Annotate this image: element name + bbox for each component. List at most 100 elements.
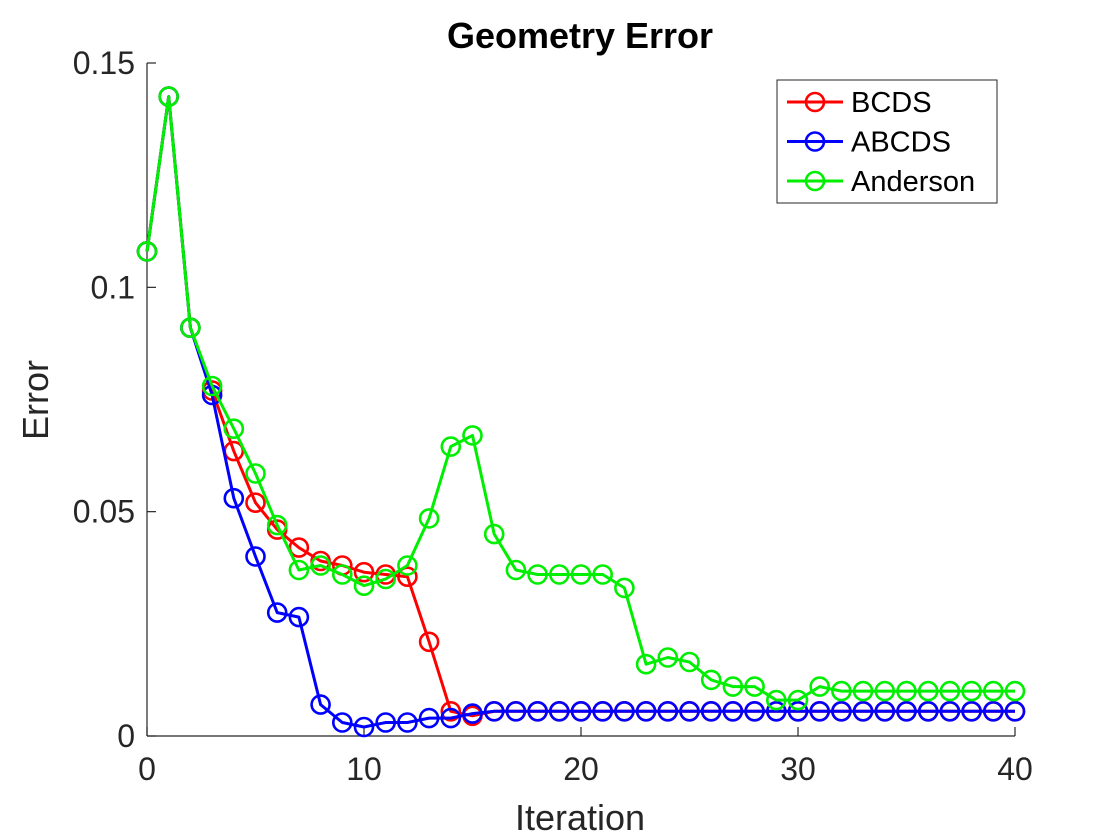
data-point	[418, 508, 440, 529]
data-point	[700, 669, 722, 691]
data-point	[614, 577, 635, 599]
data-point	[765, 700, 787, 722]
data-point	[288, 606, 310, 628]
chart-title: Geometry Error	[447, 15, 713, 56]
data-point	[397, 566, 418, 588]
legend-marker	[804, 131, 826, 152]
y-tick-label: 0.1	[91, 269, 135, 305]
data-point	[809, 700, 831, 722]
data-point	[592, 700, 614, 722]
data-point	[679, 700, 700, 722]
series-line	[145, 95, 1015, 702]
y-tick-label: 0.05	[73, 494, 135, 530]
data-point	[1004, 680, 1026, 702]
data-point	[505, 559, 527, 581]
data-point	[722, 700, 744, 722]
data-point	[245, 463, 266, 484]
data-point	[679, 651, 700, 673]
data-point	[787, 700, 809, 722]
data-point	[440, 436, 462, 457]
data-point	[266, 602, 288, 623]
x-tick-label: 40	[997, 751, 1033, 787]
data-point	[831, 680, 852, 702]
data-point	[896, 700, 917, 722]
data-point	[266, 514, 288, 536]
data-point	[874, 680, 896, 702]
data-point	[397, 555, 418, 576]
data-point	[917, 680, 939, 702]
series-abcds	[136, 86, 1026, 738]
data-point	[223, 418, 245, 440]
data-point	[917, 700, 939, 722]
data-point	[462, 703, 483, 724]
y-tick-label: 0	[117, 718, 135, 754]
x-axis-label: Iteration	[515, 797, 645, 838]
data-point	[353, 716, 375, 738]
legend-marker	[804, 170, 826, 192]
data-point	[744, 700, 765, 722]
legend-item-abcds: ABCDS	[787, 127, 951, 159]
data-point	[440, 707, 462, 729]
data-point	[787, 689, 809, 711]
data-point	[635, 653, 657, 675]
data-point	[939, 700, 961, 722]
data-point	[375, 712, 397, 733]
data-point	[331, 564, 353, 585]
x-tick-label: 30	[780, 751, 816, 787]
data-point	[483, 700, 505, 722]
data-point	[527, 564, 548, 585]
legend-item-bcds: BCDS	[787, 87, 932, 119]
legend-marker	[804, 91, 826, 113]
data-point	[310, 694, 331, 715]
legend-label: BCDS	[851, 87, 932, 119]
data-point	[288, 559, 310, 581]
data-point	[852, 700, 874, 722]
data-point	[527, 700, 548, 722]
data-point	[548, 564, 570, 585]
data-point	[765, 689, 787, 711]
data-point	[310, 555, 331, 576]
data-point	[548, 700, 570, 722]
legend-label: ABCDS	[851, 127, 951, 159]
data-point	[657, 647, 679, 668]
series-anderson	[136, 86, 1026, 711]
data-point	[483, 523, 505, 545]
x-tick-label: 20	[563, 751, 599, 787]
data-point	[245, 546, 266, 567]
x-tick-label: 0	[138, 751, 156, 787]
x-tick-label: 10	[346, 751, 382, 787]
data-point	[1004, 700, 1026, 722]
data-point	[418, 631, 440, 653]
data-point	[722, 676, 744, 697]
data-point	[201, 375, 223, 397]
data-point	[570, 700, 592, 722]
data-point	[136, 241, 158, 262]
data-point	[896, 680, 917, 702]
data-point	[982, 680, 1004, 702]
data-point	[982, 700, 1004, 722]
data-point	[874, 700, 896, 722]
axes: 0 10 20 30 40 0 0.05 0.1 0.15	[73, 45, 1033, 787]
data-point	[397, 712, 418, 733]
data-point	[180, 317, 201, 339]
data-point	[353, 561, 375, 583]
data-point	[700, 700, 722, 722]
data-point	[614, 700, 635, 722]
data-point	[288, 537, 310, 558]
data-point	[505, 700, 527, 722]
data-point	[418, 707, 440, 729]
legend: BCDS ABCDS Anderson	[776, 79, 998, 204]
data-point	[635, 700, 657, 722]
data-point	[831, 700, 852, 722]
data-point	[353, 575, 375, 597]
data-point	[245, 492, 266, 514]
y-tick-label: 0.15	[73, 45, 135, 81]
data-point	[852, 680, 874, 702]
data-point	[592, 564, 614, 585]
data-point	[961, 680, 982, 702]
data-point	[440, 700, 462, 722]
data-point	[223, 487, 245, 509]
data-point	[961, 700, 982, 722]
data-point	[939, 680, 961, 702]
